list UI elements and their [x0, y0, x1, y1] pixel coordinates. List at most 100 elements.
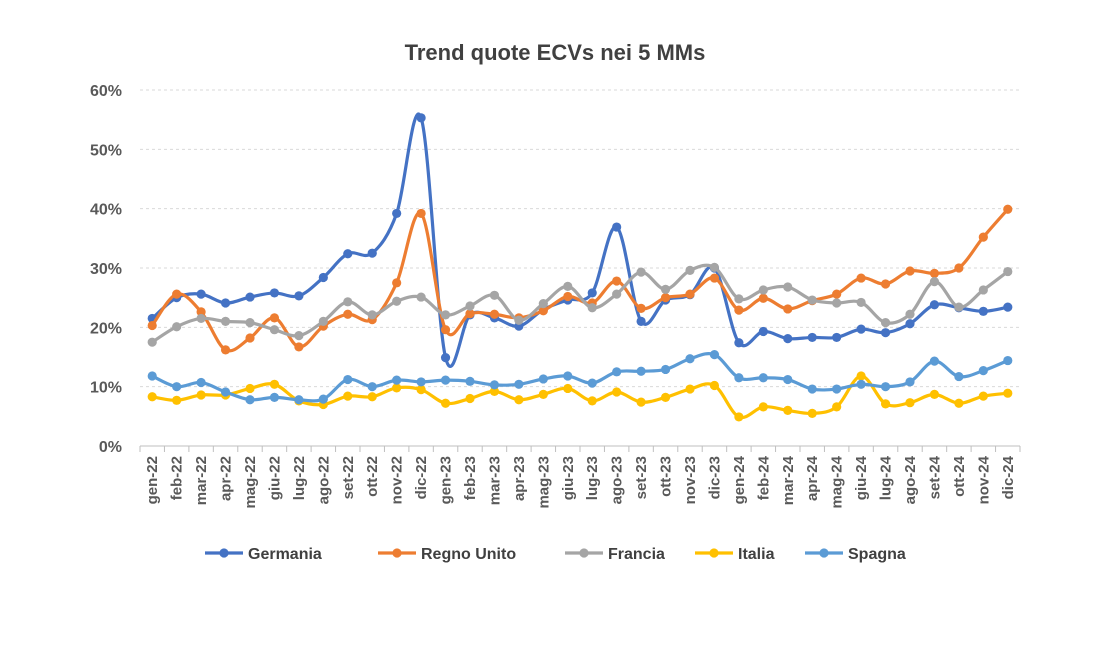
data-point: [318, 316, 328, 326]
y-tick-label: 40%: [90, 202, 122, 219]
data-point: [220, 298, 231, 308]
data-point: [416, 113, 426, 123]
data-point: [465, 301, 475, 311]
data-point: [954, 398, 964, 408]
x-tick-label: mar-22: [193, 456, 210, 505]
chart-title: Trend quote ECVs nei 5 MMs: [405, 40, 706, 65]
data-point: [416, 292, 426, 302]
data-point: [172, 289, 182, 299]
y-tick-label: 0%: [99, 439, 122, 456]
data-point: [612, 276, 622, 286]
data-point: [343, 249, 353, 259]
x-tick-label: gen-24: [731, 455, 748, 504]
data-point: [245, 395, 255, 405]
y-tick-label: 50%: [90, 142, 122, 159]
data-point: [245, 292, 255, 302]
data-point: [636, 267, 646, 277]
data-point: [465, 376, 475, 386]
data-point: [196, 390, 206, 400]
data-point: [954, 302, 964, 312]
data-point: [783, 304, 793, 314]
y-tick-label: 20%: [90, 320, 122, 337]
legend: Germania Regno Unito Francia Italia Spagna: [205, 546, 906, 563]
series-lines: [147, 112, 1013, 422]
data-point: [832, 289, 842, 299]
legend-swatch-marker: [579, 548, 589, 558]
x-tick-label: apr-23: [511, 456, 528, 501]
data-point: [563, 281, 573, 291]
data-point: [392, 296, 402, 306]
series-line-francia: [151, 263, 1009, 344]
data-point: [832, 384, 842, 394]
data-point: [343, 391, 353, 401]
data-point: [709, 262, 720, 273]
data-point: [880, 279, 891, 289]
data-point: [856, 297, 866, 308]
legend-label: Regno Unito: [421, 546, 516, 563]
data-point: [489, 380, 500, 390]
legend-label: Spagna: [848, 546, 906, 563]
x-tick-label: feb-24: [755, 455, 772, 500]
data-point: [807, 408, 817, 418]
data-point: [783, 374, 793, 385]
data-point: [318, 272, 328, 283]
data-point: [538, 306, 548, 316]
data-point: [563, 371, 573, 381]
data-point: [1003, 355, 1013, 366]
data-point: [343, 297, 353, 307]
data-point: [880, 382, 891, 392]
data-point: [832, 332, 842, 343]
data-point: [929, 277, 940, 287]
legend-label: Germania: [248, 546, 322, 563]
x-tick-label: apr-22: [218, 456, 235, 501]
data-point: [734, 412, 744, 422]
data-point: [832, 298, 842, 308]
x-tick-label: ott-23: [658, 456, 675, 497]
data-point: [294, 291, 304, 301]
series-regno-unito: [147, 204, 1013, 355]
data-point: [367, 310, 377, 320]
data-point: [734, 373, 744, 383]
data-point: [587, 288, 597, 298]
data-point: [660, 364, 671, 375]
data-point: [612, 367, 622, 377]
x-tick-label: mag-23: [535, 456, 552, 509]
data-point: [440, 375, 451, 385]
data-point: [392, 375, 402, 385]
x-tick-label: ott-22: [364, 456, 381, 497]
data-point: [636, 316, 646, 326]
data-point: [709, 273, 720, 283]
data-point: [196, 377, 206, 388]
data-point: [685, 384, 695, 394]
data-point: [734, 305, 744, 315]
legend-label: Italia: [738, 546, 775, 563]
data-point: [612, 222, 622, 232]
data-point: [807, 332, 817, 343]
data-point: [1003, 204, 1013, 214]
x-axis-ticks: gen-22 feb-22 mar-22 apr-22 mag-22 giu-22 lug-…: [144, 455, 1017, 508]
data-point: [172, 395, 182, 405]
data-point: [294, 331, 304, 341]
x-tick-label: gen-22: [144, 456, 161, 504]
x-tick-label: set-22: [340, 456, 357, 499]
data-point: [440, 325, 451, 335]
data-point: [416, 385, 426, 395]
series-spagna: [147, 350, 1013, 405]
data-point: [929, 300, 940, 310]
data-point: [880, 317, 891, 328]
legend-swatch-marker: [392, 548, 402, 558]
legend-label: Francia: [608, 546, 665, 563]
x-tick-label: ago-24: [902, 455, 919, 504]
data-point: [514, 315, 524, 325]
data-point: [832, 402, 842, 412]
data-point: [367, 392, 377, 402]
data-point: [196, 289, 206, 299]
data-point: [196, 307, 206, 317]
data-point: [783, 334, 793, 344]
data-point: [783, 282, 793, 292]
x-tick-label: set-23: [633, 456, 650, 499]
data-point: [367, 248, 377, 258]
data-point: [538, 299, 548, 309]
